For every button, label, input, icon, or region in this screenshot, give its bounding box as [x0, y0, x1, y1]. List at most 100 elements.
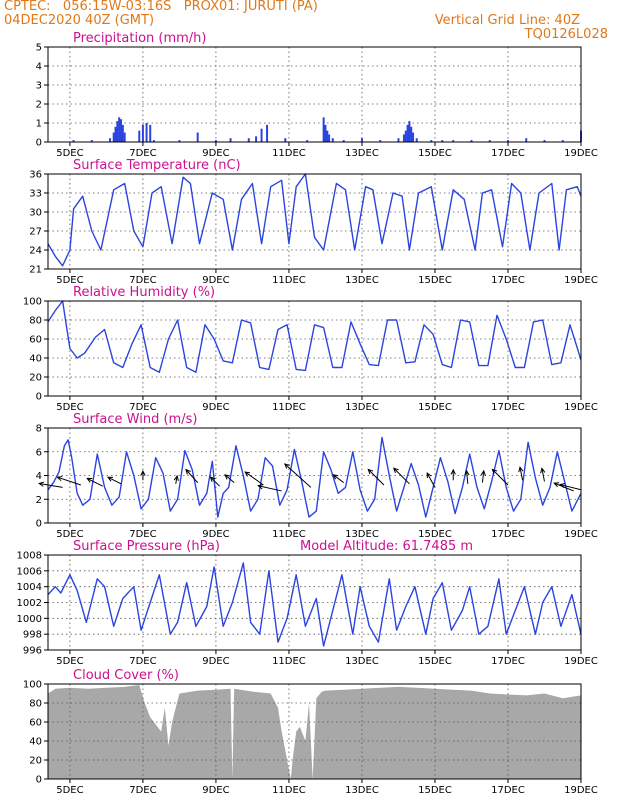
precip-bar — [141, 124, 144, 142]
wind-arrow-head — [56, 476, 63, 482]
precip-ytick-label: 3 — [36, 81, 42, 92]
wind-arrow-head — [140, 470, 146, 476]
pressure-ytick-label: 998 — [23, 630, 42, 641]
wind-arrow — [393, 467, 410, 485]
wind-arrow-head — [283, 463, 290, 469]
precip-bar — [525, 138, 528, 142]
temp-title: Surface Temperature (nC) — [73, 158, 241, 173]
wind-arrow-head — [540, 467, 546, 474]
header-model-code: TQ0126L028 — [524, 27, 608, 42]
wind-arrow — [107, 476, 122, 485]
temp-xtick-label: 19DEC — [564, 275, 598, 286]
precip-bar — [328, 134, 331, 142]
precip-bar — [90, 140, 93, 142]
precip-bar — [441, 140, 444, 142]
precip-bar — [284, 138, 287, 142]
wind-arrow — [86, 477, 103, 487]
precip-bar — [229, 138, 232, 142]
wind-arrow — [258, 485, 282, 492]
wind-arrow-head — [367, 468, 374, 475]
wind-arrow-head — [185, 468, 191, 475]
header-grid-line-note: Vertical Grid Line: 40Z — [434, 13, 580, 28]
wind-arrow — [224, 474, 235, 484]
pressure-ytick-label: 996 — [23, 646, 42, 657]
pressure-title: Surface Pressure (hPa) — [73, 539, 220, 554]
temp-ytick-label: 21 — [29, 265, 42, 276]
wind-arrow-head — [393, 467, 399, 474]
wind-xtick-label: 15DEC — [418, 529, 452, 540]
wind-arrow-head — [106, 476, 114, 482]
wind-ytick-label: 8 — [36, 424, 42, 435]
rh-ytick-label: 40 — [29, 354, 42, 365]
precip-ytick-label: 5 — [36, 43, 42, 54]
wind-frame — [47, 427, 582, 524]
temp-xtick-label: 17DEC — [491, 275, 525, 286]
wind-arrow-head — [332, 474, 339, 480]
rh-ytick-label: 60 — [29, 335, 42, 346]
wind-arrow-head — [480, 469, 486, 476]
wind-arrow — [481, 470, 485, 483]
wind-arrow — [175, 475, 178, 484]
cloud-ytick-label: 0 — [36, 775, 42, 786]
cloud-xtick-label: 13DEC — [345, 785, 379, 796]
wind-arrow-head — [491, 468, 498, 475]
wind-arrow-head — [209, 476, 216, 482]
precip-xtick-label: 19DEC — [564, 148, 598, 159]
precip-frame — [47, 46, 582, 143]
precip-bar — [415, 138, 418, 142]
precip-bar — [397, 138, 400, 142]
rh-xtick-label: 7DEC — [129, 402, 156, 413]
rh-title: Relative Humidity (%) — [73, 285, 215, 300]
wind-arrow — [541, 468, 545, 482]
rh-frame — [47, 300, 582, 397]
precip-bar — [322, 117, 325, 142]
wind-arrow — [57, 476, 82, 486]
precip-bar — [121, 124, 124, 142]
rh-ytick-label: 0 — [36, 392, 42, 403]
precip-bar — [178, 140, 181, 142]
temp-xtick-label: 15DEC — [418, 275, 452, 286]
precip-bar — [410, 126, 413, 142]
panel-rh: Relative Humidity (%) 0 20 40 60 80 100 5DEC 7DE… — [23, 285, 598, 413]
rh-series-line — [47, 300, 582, 373]
wind-xtick-label: 17DEC — [491, 529, 525, 540]
cloud-ytick-label: 100 — [23, 680, 42, 691]
precip-bar — [324, 124, 327, 142]
wind-arrow-head — [257, 484, 264, 490]
pressure-xtick-label: 13DEC — [345, 656, 379, 667]
temp-ytick-label: 36 — [29, 170, 42, 181]
wind-arrow-head — [173, 474, 179, 481]
cloud-xtick-label: 9DEC — [202, 785, 229, 796]
cloud-xtick-label: 19DEC — [564, 785, 598, 796]
precip-bar — [72, 140, 75, 142]
temp-xtick-label: 13DEC — [345, 275, 379, 286]
wind-title: Surface Wind (m/s) — [73, 412, 197, 427]
rh-xtick-label: 15DEC — [418, 402, 452, 413]
header-line1: CPTEC: 056:15W-03:16S PROX01: JURUTI (PA… — [4, 0, 318, 14]
precip-bar — [152, 140, 155, 142]
precip-bar — [260, 128, 263, 142]
temp-xtick-label: 7DEC — [129, 275, 156, 286]
temp-ytick-label: 27 — [29, 227, 42, 238]
precip-xtick-label: 9DEC — [202, 148, 229, 159]
precip-bar — [149, 124, 152, 142]
precip-title: Precipitation (mm/h) — [73, 31, 206, 46]
temp-xtick-label: 11DEC — [272, 275, 306, 286]
rh-xtick-label: 19DEC — [564, 402, 598, 413]
panel-pressure: Surface Pressure (hPa) Model Altitude: 61… — [17, 539, 598, 667]
wind-arrow-head — [224, 474, 231, 480]
rh-xtick-label: 13DEC — [345, 402, 379, 413]
wind-arrow — [466, 470, 469, 484]
precip-bar — [470, 140, 473, 142]
wind-arrow-head — [426, 472, 432, 479]
cloud-frame — [47, 683, 582, 780]
pressure-ytick-label: 1008 — [17, 551, 42, 562]
precip-bar — [306, 140, 309, 142]
wind-arrow-head — [559, 483, 566, 489]
precip-xtick-label: 5DEC — [56, 148, 83, 159]
rh-xtick-label: 11DEC — [272, 402, 306, 413]
cloud-cover-area — [48, 684, 581, 779]
precip-bar — [342, 140, 345, 142]
cloud-xtick-label: 17DEC — [491, 785, 525, 796]
rh-ytick-label: 100 — [23, 297, 42, 308]
